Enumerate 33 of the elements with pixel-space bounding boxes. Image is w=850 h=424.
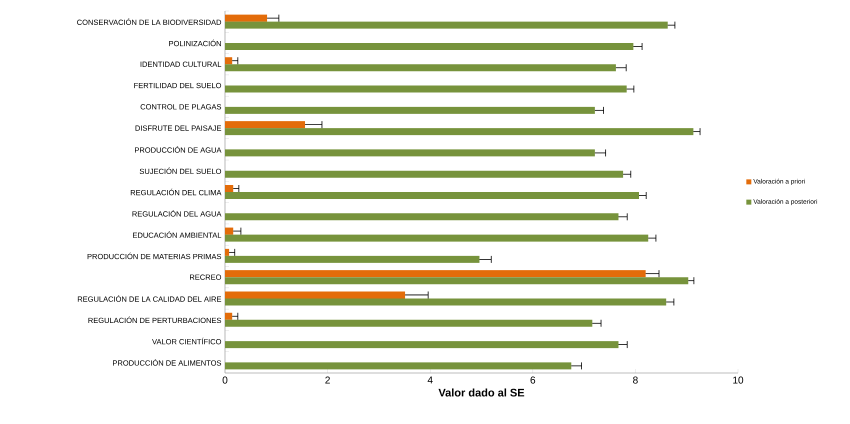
bar [225, 256, 480, 263]
bar [225, 192, 639, 200]
x-tick-label: 2 [325, 376, 330, 384]
bar [225, 362, 572, 370]
bar [225, 341, 618, 348]
x-tick-label: 0 [222, 376, 228, 384]
bar [225, 22, 668, 29]
bar [225, 234, 648, 242]
bar [225, 298, 666, 306]
bar [225, 106, 595, 114]
bar [225, 312, 232, 320]
x-axis-title: Valor dado al SE [438, 388, 524, 397]
x-tick-label: 8 [633, 376, 638, 384]
bar [225, 64, 616, 72]
bar [225, 248, 230, 256]
bar [225, 228, 234, 235]
bar [225, 42, 634, 50]
bar [225, 57, 232, 64]
bar [225, 277, 688, 284]
bar [225, 320, 592, 327]
bar [225, 270, 646, 278]
bar [225, 14, 268, 22]
bar [225, 86, 627, 93]
bar [225, 291, 406, 298]
x-tick-label: 4 [428, 376, 433, 384]
x-tick-label: 10 [733, 376, 744, 384]
bar [225, 121, 306, 128]
x-tick-label: 6 [530, 376, 536, 384]
bar [225, 213, 618, 220]
bar [225, 170, 624, 178]
bar [225, 184, 234, 192]
bar [225, 149, 595, 156]
bar [225, 128, 694, 136]
